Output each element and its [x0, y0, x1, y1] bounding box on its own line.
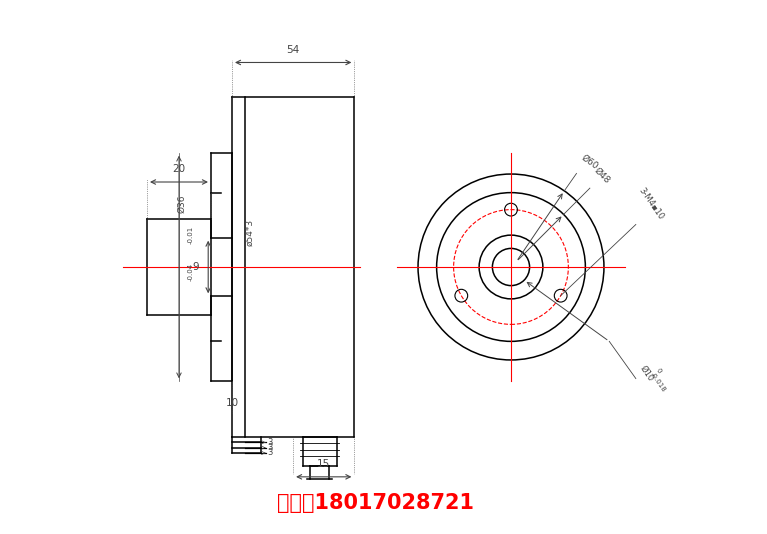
Text: 9: 9	[192, 262, 199, 272]
Text: 3: 3	[268, 449, 273, 458]
Text: 0
-0.018: 0 -0.018	[649, 367, 673, 393]
Text: 10: 10	[225, 398, 239, 408]
Text: Ø10: Ø10	[638, 364, 656, 383]
Text: -0.04: -0.04	[188, 263, 193, 281]
Text: Ø48: Ø48	[593, 166, 612, 185]
Text: 20: 20	[173, 164, 186, 174]
Text: 3-M4▪10: 3-M4▪10	[637, 186, 666, 222]
Text: 3: 3	[268, 438, 273, 447]
Text: 15: 15	[317, 459, 331, 469]
Text: 手机：18017028721: 手机：18017028721	[277, 493, 474, 513]
Text: Ø60: Ø60	[579, 153, 600, 171]
Text: 3: 3	[268, 443, 273, 452]
Text: -0.01: -0.01	[188, 226, 193, 244]
Text: Ø36: Ø36	[177, 194, 186, 213]
Text: ø54*3: ø54*3	[245, 218, 254, 246]
Text: 54: 54	[287, 44, 300, 54]
